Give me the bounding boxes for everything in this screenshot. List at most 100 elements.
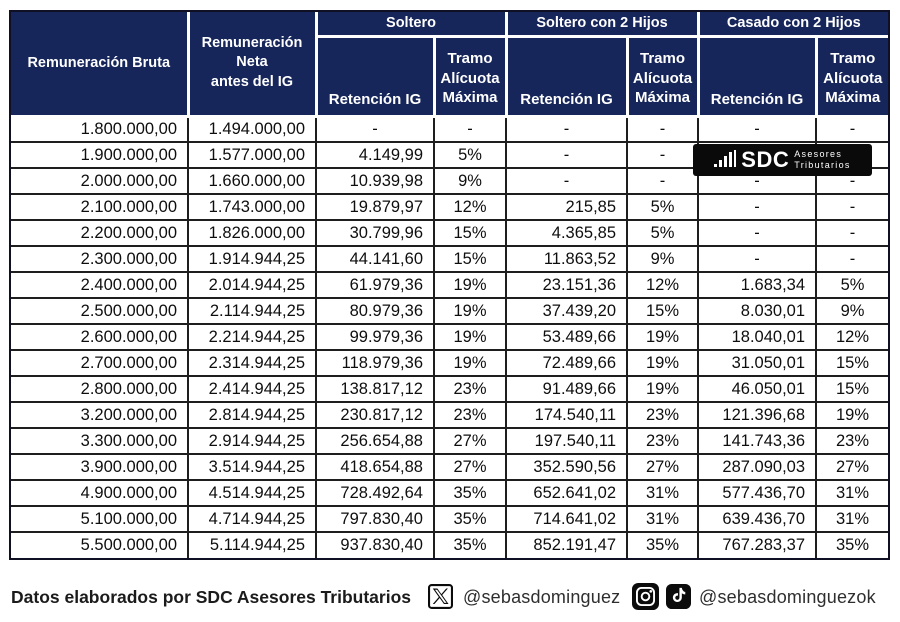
table-cell: 31% [626, 505, 700, 533]
table-cell: 652.641,02 [505, 479, 629, 507]
table-cell: 215,85 [505, 193, 629, 221]
table-cell: 23.151,36 [505, 271, 629, 299]
table-cell: 9% [626, 245, 700, 273]
header-retencion-ig-soltero: Retención IG [314, 34, 436, 118]
table-cell: 8.030,01 [697, 297, 818, 325]
table-cell: - [815, 193, 889, 221]
table-cell: 2.114.944,25 [187, 297, 317, 325]
table-cell: 4.365,85 [505, 219, 629, 247]
table-cell: 937.830,40 [315, 531, 435, 558]
bar-chart-icon [714, 150, 737, 170]
table-cell: 19% [432, 297, 508, 325]
table-cell: - [815, 115, 889, 143]
table-cell: 352.590,56 [505, 453, 629, 481]
table-body: 1.800.000,00 1.494.000,00- - - - - -1.900.000,… [11, 115, 889, 558]
table-row: 4.900.000,00 4.514.944,25 728.492,64 35% 652… [11, 479, 889, 507]
table-cell: 1.900.000,00 [11, 141, 189, 169]
table-cell: 23% [626, 401, 700, 429]
table-cell: 5% [432, 141, 508, 169]
header-retencion-ig-soltero-2-hijos: Retención IG [504, 34, 629, 118]
table-cell: 2.800.000,00 [11, 375, 189, 403]
table-row: 2.600.000,00 2.214.944,25 99.979,36 19% 53.4… [11, 323, 889, 351]
table-cell: 3.514.944,25 [187, 453, 317, 481]
table-cell: 35% [432, 505, 508, 533]
table-cell: 852.191,47 [505, 531, 629, 558]
table-cell: 121.396,68 [697, 401, 818, 429]
table-row: 2.800.000,00 2.414.944,25 138.817,12 23% 91.… [11, 375, 889, 403]
header-tramo-alicuota-casado-2-hijos: Tramo Alícuota Máxima [814, 34, 889, 118]
table-cell: 35% [432, 479, 508, 507]
table-cell: 2.214.944,25 [187, 323, 317, 351]
table-cell: 37.439,20 [505, 297, 629, 325]
table-cell: 767.283,37 [697, 531, 818, 558]
table-cell: 80.979,36 [315, 297, 435, 325]
table-row: 3.200.000,00 2.814.944,25 230.817,12 23% 174… [11, 401, 889, 429]
table-cell: 19% [432, 349, 508, 377]
table-cell: - [432, 115, 508, 143]
sdc-logo: SDC Asesores Tributarios [693, 144, 872, 176]
table-cell: 797.830,40 [315, 505, 435, 533]
table-cell: 4.900.000,00 [11, 479, 189, 507]
table-cell: 118.979,36 [315, 349, 435, 377]
table-cell: 1.800.000,00 [11, 115, 189, 143]
logo-tagline: Asesores Tributarios [794, 149, 850, 171]
table-cell: 2.200.000,00 [11, 219, 189, 247]
table-cell: 9% [432, 167, 508, 195]
table-cell: 2.914.944,25 [187, 427, 317, 455]
table-row: 2.500.000,00 2.114.944,25 80.979,36 19% 37.4… [11, 297, 889, 325]
table-cell: 728.492,64 [315, 479, 435, 507]
table-cell: 5.100.000,00 [11, 505, 189, 533]
table-cell: 30.799,96 [315, 219, 435, 247]
table-header: Remuneración Bruta Remuneración Neta ant… [11, 12, 889, 118]
table-cell: 5% [626, 193, 700, 221]
table-cell: 714.641,02 [505, 505, 629, 533]
table-cell: 5.500.000,00 [11, 531, 189, 558]
table-cell: 5% [626, 219, 700, 247]
instagram-icon [632, 583, 659, 610]
table-cell: 138.817,12 [315, 375, 435, 403]
table-cell: 4.149,99 [315, 141, 435, 169]
table-cell: 11.863,52 [505, 245, 629, 273]
table-cell: - [505, 141, 629, 169]
logo-tagline-line2: Tributarios [794, 160, 851, 170]
table-cell: 15% [815, 375, 889, 403]
table-cell: 12% [626, 271, 700, 299]
table-cell: 61.979,36 [315, 271, 435, 299]
table-cell: 23% [432, 401, 508, 429]
social-handle-text: @sebasdominguezok [699, 587, 876, 607]
table-row: 5.500.000,00 5.114.944,25 937.830,40 35% 852… [11, 531, 889, 558]
header-group-casado-2-hijos: Casado con 2 Hijos [696, 12, 889, 38]
table-cell: 15% [815, 349, 889, 377]
table-cell: 23% [626, 427, 700, 455]
table-cell: 31% [815, 505, 889, 533]
retention-table: Remuneración Bruta Remuneración Neta ant… [11, 12, 889, 558]
table-cell: 27% [432, 427, 508, 455]
table-cell: 72.489,66 [505, 349, 629, 377]
table-cell: 2.314.944,25 [187, 349, 317, 377]
table-cell: 2.500.000,00 [11, 297, 189, 325]
table-cell: 5% [815, 271, 889, 299]
table-cell: - [505, 167, 629, 195]
table-cell: 2.814.944,25 [187, 401, 317, 429]
table-row: 2.400.000,00 2.014.944,25 61.979,36 19% 23.1… [11, 271, 889, 299]
table-cell: 18.040,01 [697, 323, 818, 351]
table-cell: 99.979,36 [315, 323, 435, 351]
table-cell: 35% [432, 531, 508, 558]
table-cell: 31.050,01 [697, 349, 818, 377]
table-cell: 15% [626, 297, 700, 325]
table-cell: - [626, 167, 700, 195]
tiktok-icon [666, 584, 691, 609]
table-cell: - [626, 141, 700, 169]
table-cell: 577.436,70 [697, 479, 818, 507]
header-remuneracion-bruta: Remuneración Bruta [11, 12, 190, 118]
table-cell: 2.414.944,25 [187, 375, 317, 403]
table-cell: 19% [815, 401, 889, 429]
table-row: 2.200.000,00 1.826.000,00 30.799,96 15% 4.36… [11, 219, 889, 247]
table-cell: 2.700.000,00 [11, 349, 189, 377]
table-cell: 19% [432, 271, 508, 299]
table-cell: - [697, 245, 818, 273]
header-remuneracion-neta: Remuneración Neta antes del IG [186, 12, 318, 118]
table-cell: 19.879,97 [315, 193, 435, 221]
table-cell: 3.200.000,00 [11, 401, 189, 429]
